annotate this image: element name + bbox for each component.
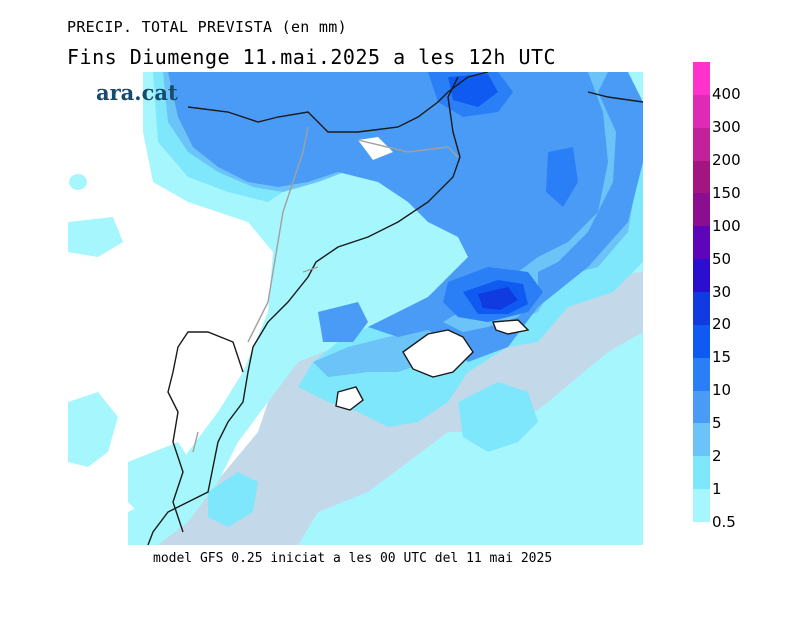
color-scale-segment (693, 456, 710, 490)
color-scale-label: 1 (712, 479, 722, 498)
precip-area-20mm (478, 287, 518, 310)
color-scale-segment (693, 423, 710, 457)
color-scale-segment (693, 390, 710, 424)
color-scale-segment (693, 62, 710, 95)
color-scale-segment (693, 226, 710, 260)
color-scale-labels: 400 300 200 150 100 50 30 20 15 10 5 2 1 0.5 (712, 62, 772, 530)
color-scale-segment (693, 324, 710, 358)
color-scale-label: 15 (712, 348, 732, 367)
precip-area-1mm-south (458, 382, 538, 452)
color-scale-segment (693, 357, 710, 391)
color-scale-label: 2 (712, 446, 722, 465)
color-scale-label: 50 (712, 249, 732, 268)
precip-area-10mm-ne (546, 147, 578, 207)
color-scale-label: 30 (712, 282, 732, 301)
color-scale-segment (693, 292, 710, 325)
color-scale-segment (693, 259, 710, 293)
color-scale-label: 0.5 (712, 512, 736, 531)
color-scale-segment (693, 160, 710, 194)
color-scale-label: 10 (712, 381, 732, 400)
precip-area-05mm-patch (68, 217, 123, 257)
precip-area-05mm-west (68, 392, 118, 467)
color-scale-segment (693, 127, 710, 161)
precip-area-5mm-south (318, 302, 368, 342)
precip-area-05mm-southwest (128, 442, 198, 522)
map-subtitle: Fins Diumenge 11.mai.2025 a les 12h UTC (67, 45, 557, 69)
color-scale-label: 200 (712, 151, 741, 170)
precip-area-5mm (168, 72, 643, 362)
color-scale-segment (693, 489, 710, 523)
color-scale-label: 100 (712, 216, 741, 235)
color-scale-bar (693, 62, 710, 523)
precip-area-05mm-spot (69, 174, 87, 190)
color-scale-label: 300 (712, 118, 741, 137)
model-footer-note: model GFS 0.25 iniciat a les 00 UTC del … (153, 551, 553, 566)
island-ibiza (336, 387, 363, 410)
regional-border (192, 126, 459, 453)
precipitation-map (68, 72, 643, 545)
island-mallorca (403, 330, 473, 377)
color-scale-segment (693, 94, 710, 128)
color-scale-label: 400 (712, 85, 741, 104)
ara-cat-logo: ara.cat (96, 80, 178, 105)
island-menorca (493, 320, 528, 334)
map-title: PRECIP. TOTAL PREVISTA (en mm) (67, 18, 347, 36)
coastline (147, 72, 643, 545)
precip-area-1mm-sw (208, 472, 258, 527)
color-scale-label: 20 (712, 315, 732, 334)
color-scale-segment (693, 193, 710, 227)
color-scale-label: 150 (712, 184, 741, 202)
color-scale-label: 5 (712, 414, 722, 432)
